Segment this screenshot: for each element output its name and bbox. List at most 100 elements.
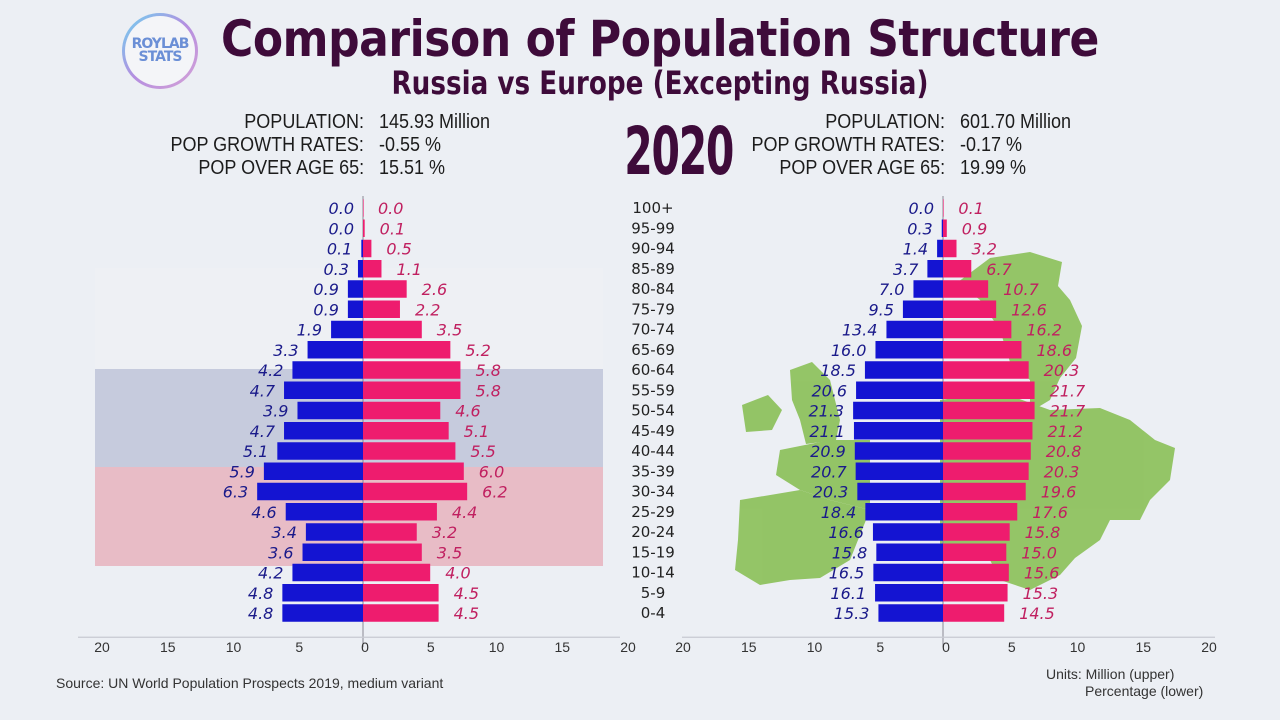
europe-female-bar [943, 604, 1005, 622]
europe-male-value-label: 16.5 [829, 564, 865, 583]
russia-female-bar [363, 280, 407, 298]
europe-female-value-label: 15.8 [1025, 523, 1061, 542]
europe-male-bar [927, 260, 943, 278]
europe-female-value-label: 21.7 [1050, 402, 1086, 421]
russia-male-value-label: 0.3 [324, 260, 349, 279]
europe-population-label: POPULATION: [825, 111, 945, 133]
europe-female-value-label: 20.3 [1044, 462, 1080, 481]
russia-male-bar [277, 442, 363, 460]
russia-female-bar [363, 584, 439, 602]
russia-female-value-label: 4.5 [454, 584, 479, 603]
russia-male-value-label: 0.0 [329, 199, 354, 218]
europe-x-tick-label: 5 [1008, 639, 1016, 655]
russia-male-bar [263, 462, 363, 480]
russia-male-value-label: 5.9 [229, 462, 254, 481]
europe-x-tick-label: 10 [1070, 639, 1086, 655]
russia-female-value-label: 4.5 [454, 604, 479, 623]
europe-female-bar [943, 462, 1029, 480]
logo-line1: ROYLAB [131, 36, 190, 52]
europe-male-bar [875, 584, 943, 602]
units-note: Units: Million (upper) Percentage (lower… [1046, 666, 1203, 700]
europe-male-bar [878, 604, 943, 622]
russia-male-bar [361, 239, 363, 258]
russia-male-value-label: 4.2 [258, 564, 283, 583]
age-group-label: 70-74 [631, 321, 675, 339]
age-group-label: 95-99 [631, 219, 675, 237]
age-group-label: 30-34 [631, 483, 675, 501]
russia-growth-label: POP GROWTH RATES: [170, 134, 364, 156]
russia-male-bar [284, 381, 363, 399]
roylab-stats-logo: ROYLAB STATS [122, 13, 198, 89]
russia-male-value-label: 5.1 [243, 442, 268, 461]
map-france [776, 440, 870, 510]
russia-male-value-label: 3.3 [273, 341, 298, 360]
russia-male-value-label: 0.0 [329, 219, 354, 238]
europe-female-bar [943, 361, 1029, 379]
europe-female-bar [943, 320, 1012, 339]
russia-male-value-label: 0.9 [313, 280, 338, 299]
europe-female-value-label: 15.3 [1023, 584, 1059, 603]
europe-x-tick-label: 5 [876, 639, 884, 655]
russia-male-bar [282, 604, 363, 622]
europe-female-value-label: 20.8 [1046, 442, 1082, 461]
russia-female-bar [363, 503, 437, 521]
age-group-labels: 100+ 95-99 90-94 85-89 80-84 75-79 70-74 65-69 6… [631, 199, 675, 622]
europe-growth-value: -0.17 % [960, 134, 1023, 156]
russia-female-bar [363, 219, 365, 237]
europe-female-value-label: 16.2 [1026, 321, 1062, 340]
europe-female-bar [943, 381, 1035, 399]
europe-female-bar [943, 422, 1033, 440]
russia-female-value-label: 6.0 [479, 462, 504, 481]
russia-male-bar [285, 503, 363, 521]
russia-female-bar [363, 361, 461, 379]
europe-male-bar [865, 503, 943, 521]
logo-line2: STATS [138, 49, 183, 65]
europe-female-value-label: 17.6 [1032, 503, 1068, 522]
map-iberia [735, 490, 870, 585]
age-group-label: 85-89 [631, 260, 675, 278]
russia-male-value-label: 4.6 [251, 503, 276, 522]
europe-male-bar [853, 422, 943, 440]
russia-female-bar [363, 199, 364, 217]
russia-female-bar [363, 422, 449, 440]
europe-male-bar [937, 239, 943, 258]
europe-female-value-label: 21.2 [1047, 422, 1083, 441]
russia-pyramid: 0.0 0.00.0 0.10.1 0.50.3 1.10.9 2.60.9 2.21.9 3… [78, 196, 636, 655]
russia-x-tick-label: 5 [427, 639, 435, 655]
russia-x-tick-label: 15 [554, 639, 570, 655]
russia-male-value-label: 1.9 [297, 321, 322, 340]
europe-female-value-label: 14.5 [1019, 604, 1055, 623]
russia-male-bar [357, 260, 363, 278]
age-group-label: 0-4 [641, 604, 666, 622]
russia-male-bar [307, 341, 363, 359]
russia-female-bar [363, 381, 461, 399]
russia-male-value-label: 6.3 [223, 483, 248, 502]
russia-female-bar [363, 401, 441, 420]
europe-x-tick-label: 15 [1135, 639, 1151, 655]
russia-over65-label: POP OVER AGE 65: [198, 157, 364, 179]
europe-female-bar [943, 199, 944, 217]
europe-population-value: 601.70 Million [960, 111, 1072, 133]
russia-female-value-label: 0.1 [380, 219, 405, 238]
russia-female-value-label: 3.5 [437, 543, 462, 562]
europe-male-bar [853, 401, 943, 420]
europe-female-bar [943, 239, 957, 258]
europe-male-value-label: 20.9 [810, 442, 846, 461]
europe-male-bar [854, 442, 943, 460]
russia-female-bar [363, 442, 456, 460]
russia-male-value-label: 4.7 [250, 381, 276, 400]
europe-male-value-label: 0.3 [907, 219, 932, 238]
age-group-label: 90-94 [631, 240, 675, 258]
russia-female-bar [363, 523, 417, 541]
russia-female-value-label: 5.8 [475, 381, 500, 400]
europe-male-value-label: 20.3 [813, 483, 849, 502]
russia-male-bar [284, 422, 363, 440]
europe-male-value-label: 13.4 [842, 321, 878, 340]
europe-female-bar [943, 503, 1018, 521]
europe-male-value-label: 20.7 [811, 462, 847, 481]
europe-female-value-label: 19.6 [1041, 483, 1077, 502]
russia-female-value-label: 5.2 [465, 341, 490, 360]
europe-male-bar [855, 462, 943, 480]
europe-male-value-label: 16.0 [831, 341, 867, 360]
europe-female-bar [943, 543, 1007, 561]
